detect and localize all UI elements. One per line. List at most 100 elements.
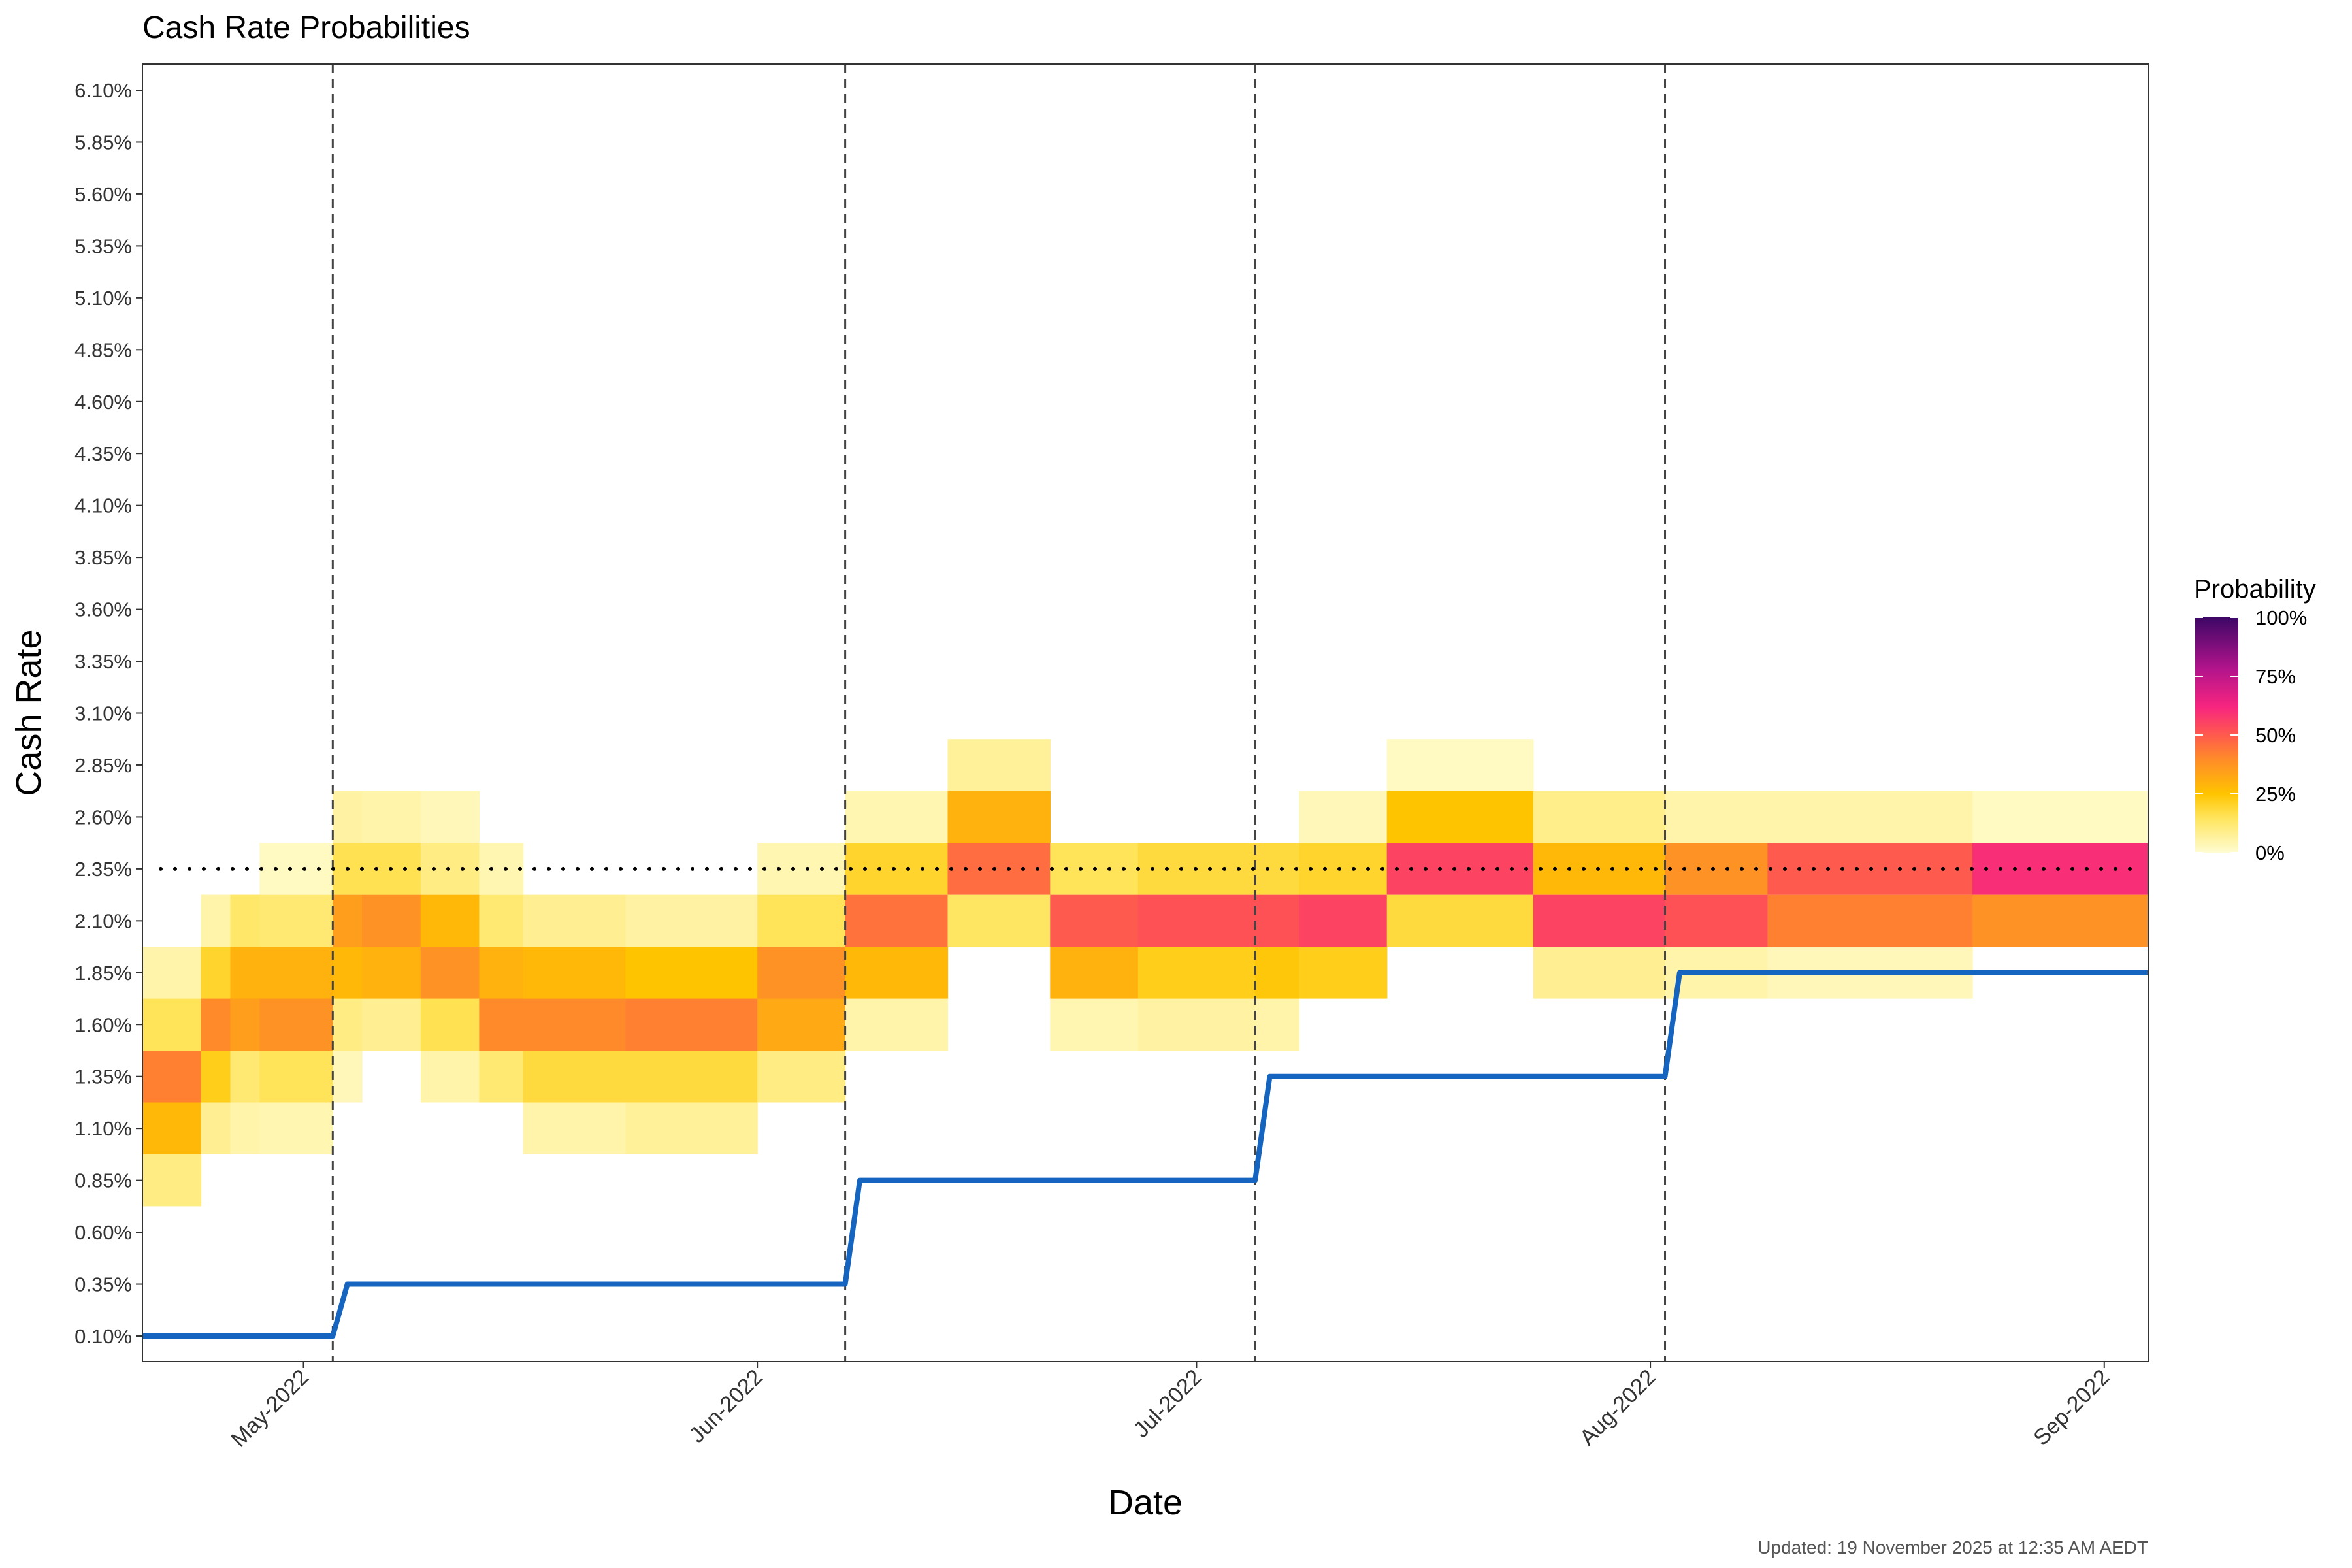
heat-cell <box>333 1051 363 1103</box>
heat-cell <box>479 894 524 947</box>
heat-cell <box>1137 894 1256 947</box>
heat-cell <box>947 894 1051 947</box>
x-tick-label: Jul-2022 <box>1129 1365 1207 1443</box>
updated-caption: Updated: 19 November 2025 at 12:35 AM AE… <box>1757 1537 2148 1558</box>
y-axis: 0.10% 0.35% 0.60% 0.85% 1.10% 1.35% 1.60% 1.85%… <box>74 79 142 1348</box>
legend-tick-label: 0% <box>2255 841 2285 864</box>
heat-cell <box>479 947 524 999</box>
y-tick-label: 1.35% <box>74 1066 132 1088</box>
heat-cell <box>523 998 627 1051</box>
heat-cell <box>333 998 363 1051</box>
heat-cell <box>1767 791 1973 843</box>
x-tick-label: Jun-2022 <box>685 1365 768 1448</box>
heat-cell <box>1533 791 1666 843</box>
heat-cell <box>142 1102 202 1154</box>
heat-cell <box>1386 791 1534 843</box>
heat-cell <box>230 1102 260 1154</box>
y-tick-label: 2.10% <box>74 909 132 932</box>
y-tick-label: 0.10% <box>74 1325 132 1348</box>
y-tick-label: 2.85% <box>74 754 132 777</box>
y-tick-label: 0.35% <box>74 1273 132 1296</box>
y-tick-label: 4.35% <box>74 442 132 465</box>
heat-cell <box>947 739 1051 791</box>
plot-background <box>142 64 2148 1362</box>
heat-cell <box>479 998 524 1051</box>
heat-cell <box>1137 947 1256 999</box>
y-tick-label: 1.60% <box>74 1013 132 1036</box>
heat-cell <box>479 843 524 895</box>
heat-cell <box>420 1051 480 1103</box>
heat-cell <box>362 998 421 1051</box>
heat-cell <box>1050 947 1139 999</box>
legend-tick-label: 75% <box>2255 665 2296 688</box>
y-tick-label: 3.60% <box>74 598 132 621</box>
legend-ticks: 100% 75% 50% 25% 0% <box>2195 606 2307 864</box>
heat-cell <box>201 1102 231 1154</box>
y-tick-label: 3.10% <box>74 702 132 725</box>
heat-cell <box>230 1051 260 1103</box>
heat-cell <box>757 843 846 895</box>
heat-cell <box>1299 791 1388 843</box>
heat-cell <box>420 947 480 999</box>
heat-cell <box>625 894 758 947</box>
cash-rate-series-line <box>142 970 2148 1339</box>
heat-cell <box>142 1154 202 1207</box>
heat-cell <box>523 1102 627 1154</box>
heat-cell <box>757 894 846 947</box>
heat-cell <box>1299 894 1388 947</box>
y-tick-label: 5.35% <box>74 235 132 257</box>
cash-rate-line <box>142 970 2148 1339</box>
heat-cell <box>757 947 846 999</box>
heat-cell <box>1665 791 1768 843</box>
y-tick-label: 1.85% <box>74 962 132 985</box>
heat-cell <box>1255 947 1299 999</box>
heat-cell <box>625 1102 758 1154</box>
heat-cell <box>259 894 333 947</box>
y-tick-label: 6.10% <box>74 79 132 102</box>
heat-cell <box>1255 843 1299 895</box>
heat-cell <box>625 998 758 1051</box>
heat-cell <box>479 1051 524 1103</box>
heat-cell <box>625 947 758 999</box>
heat-cell <box>333 791 363 843</box>
y-tick-label: 4.60% <box>74 391 132 414</box>
heat-cell <box>1533 894 1666 947</box>
heat-cell <box>947 791 1051 843</box>
y-tick-label: 3.85% <box>74 546 132 569</box>
heat-cell <box>757 998 846 1051</box>
heat-cell <box>1386 739 1534 791</box>
heat-cell <box>1299 843 1388 895</box>
heat-cell <box>420 791 480 843</box>
heat-cell <box>1386 894 1534 947</box>
y-tick-label: 0.85% <box>74 1169 132 1192</box>
heat-cell <box>230 998 260 1051</box>
heat-cell <box>1665 894 1768 947</box>
y-tick-label: 3.35% <box>74 650 132 673</box>
legend-title: Probability <box>2194 575 2316 604</box>
heat-cell <box>259 998 333 1051</box>
heat-cell <box>142 947 202 999</box>
heat-cell <box>1972 894 2148 947</box>
x-tick-label: Aug-2022 <box>1575 1365 1661 1450</box>
heat-cell <box>201 998 231 1051</box>
legend-tick-label: 100% <box>2255 606 2307 629</box>
heat-cell <box>1665 843 1768 895</box>
x-axis-title: Date <box>1108 1483 1183 1522</box>
y-tick-label: 0.60% <box>74 1221 132 1244</box>
heat-cell <box>362 947 421 999</box>
legend-tick-label: 50% <box>2255 724 2296 747</box>
y-axis-title: Cash Rate <box>9 629 48 796</box>
heatmap-cells <box>142 739 2148 1207</box>
chart-title: Cash Rate Probabilities <box>142 10 470 45</box>
y-tick-label: 4.10% <box>74 495 132 517</box>
heat-cell <box>523 894 627 947</box>
heat-cell <box>1050 998 1139 1051</box>
heat-cell <box>333 947 363 999</box>
heat-cell <box>1137 998 1256 1051</box>
heat-cell <box>142 998 202 1051</box>
heat-cell <box>259 843 333 895</box>
legend-tick-label: 25% <box>2255 783 2296 806</box>
heat-cell <box>259 1051 333 1103</box>
heat-cell <box>1299 947 1388 999</box>
